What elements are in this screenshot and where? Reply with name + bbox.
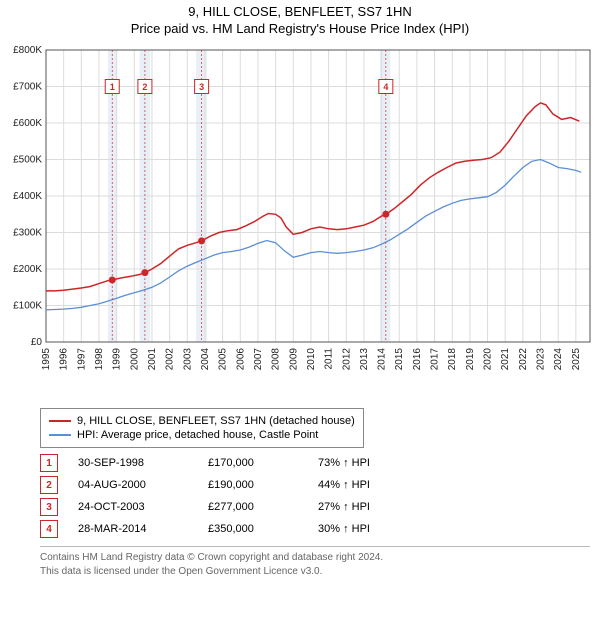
- chart-subtitle: Price paid vs. HM Land Registry's House …: [0, 21, 600, 36]
- svg-text:1998: 1998: [94, 348, 105, 371]
- sale-marker: 2: [40, 476, 58, 494]
- legend: 9, HILL CLOSE, BENFLEET, SS7 1HN (detach…: [40, 408, 364, 448]
- legend-swatch: [49, 434, 71, 436]
- sale-row: 1 30-SEP-1998 £170,000 73% ↑ HPI: [40, 454, 590, 472]
- chart-title: 9, HILL CLOSE, BENFLEET, SS7 1HN: [0, 4, 600, 19]
- svg-text:1996: 1996: [59, 348, 70, 371]
- sale-price: £350,000: [208, 523, 298, 535]
- svg-text:2: 2: [142, 82, 147, 92]
- svg-text:2003: 2003: [182, 348, 193, 371]
- svg-text:4: 4: [383, 82, 388, 92]
- svg-text:£600K: £600K: [13, 118, 42, 129]
- svg-text:2007: 2007: [253, 348, 264, 371]
- svg-text:2017: 2017: [430, 348, 441, 371]
- sale-date: 24-OCT-2003: [78, 501, 188, 513]
- sale-price: £277,000: [208, 501, 298, 513]
- sale-price: £170,000: [208, 457, 298, 469]
- sale-row: 3 24-OCT-2003 £277,000 27% ↑ HPI: [40, 498, 590, 516]
- svg-text:2000: 2000: [129, 348, 140, 371]
- svg-text:3: 3: [199, 82, 204, 92]
- svg-text:£300K: £300K: [13, 228, 42, 239]
- svg-text:2001: 2001: [147, 348, 158, 371]
- svg-text:2022: 2022: [518, 348, 529, 371]
- svg-text:2004: 2004: [200, 348, 211, 371]
- legend-item: HPI: Average price, detached house, Cast…: [49, 429, 355, 441]
- sale-pct-vs-hpi: 44% ↑ HPI: [318, 479, 408, 491]
- svg-text:1999: 1999: [112, 348, 123, 371]
- svg-text:£0: £0: [31, 337, 43, 348]
- sale-pct-vs-hpi: 30% ↑ HPI: [318, 523, 408, 535]
- svg-text:2005: 2005: [218, 348, 229, 371]
- svg-text:1997: 1997: [76, 348, 87, 371]
- sale-marker: 1: [40, 454, 58, 472]
- svg-text:1995: 1995: [41, 348, 52, 371]
- legend-label: 9, HILL CLOSE, BENFLEET, SS7 1HN (detach…: [77, 415, 355, 427]
- sales-table: 1 30-SEP-1998 £170,000 73% ↑ HPI 2 04-AUG-200…: [40, 454, 590, 538]
- chart-area: £0 £100K £200K £300K £400K £500K £600K £700K £80…: [0, 42, 600, 402]
- svg-text:1: 1: [110, 82, 115, 92]
- svg-text:2015: 2015: [394, 348, 405, 371]
- svg-text:2010: 2010: [306, 348, 317, 371]
- line-chart-svg: £0 £100K £200K £300K £400K £500K £600K £700K £80…: [0, 42, 600, 402]
- sale-row: 2 04-AUG-2000 £190,000 44% ↑ HPI: [40, 476, 590, 494]
- svg-text:2002: 2002: [165, 348, 176, 371]
- svg-text:2024: 2024: [553, 348, 564, 371]
- sale-date: 30-SEP-1998: [78, 457, 188, 469]
- svg-text:2018: 2018: [447, 348, 458, 371]
- sale-date: 04-AUG-2000: [78, 479, 188, 491]
- legend-item: 9, HILL CLOSE, BENFLEET, SS7 1HN (detach…: [49, 415, 355, 427]
- legend-swatch: [49, 420, 71, 422]
- svg-text:2008: 2008: [271, 348, 282, 371]
- svg-text:£500K: £500K: [13, 155, 42, 166]
- sale-row: 4 28-MAR-2014 £350,000 30% ↑ HPI: [40, 520, 590, 538]
- svg-text:2009: 2009: [288, 348, 299, 371]
- svg-text:2006: 2006: [235, 348, 246, 371]
- svg-text:2012: 2012: [341, 348, 352, 371]
- sale-date: 28-MAR-2014: [78, 523, 188, 535]
- footer-line-2: This data is licensed under the Open Gov…: [40, 565, 590, 579]
- sale-marker: 3: [40, 498, 58, 516]
- sale-pct-vs-hpi: 73% ↑ HPI: [318, 457, 408, 469]
- sale-pct-vs-hpi: 27% ↑ HPI: [318, 501, 408, 513]
- price-chart-container: { "header": { "title": "9, HILL CLOSE, B…: [0, 4, 600, 624]
- svg-text:£200K: £200K: [13, 264, 42, 275]
- svg-text:£800K: £800K: [13, 45, 42, 56]
- svg-text:2011: 2011: [324, 348, 335, 370]
- sale-price: £190,000: [208, 479, 298, 491]
- attribution-footer: Contains HM Land Registry data © Crown c…: [40, 546, 590, 579]
- svg-text:2019: 2019: [465, 348, 476, 371]
- svg-text:£400K: £400K: [13, 191, 42, 202]
- svg-text:£700K: £700K: [13, 82, 42, 93]
- svg-text:2016: 2016: [412, 348, 423, 371]
- footer-line-1: Contains HM Land Registry data © Crown c…: [40, 551, 590, 565]
- sale-marker: 4: [40, 520, 58, 538]
- svg-text:2023: 2023: [536, 348, 547, 371]
- legend-label: HPI: Average price, detached house, Cast…: [77, 429, 318, 441]
- svg-text:2025: 2025: [571, 348, 582, 371]
- svg-text:2020: 2020: [483, 348, 494, 371]
- svg-text:2014: 2014: [377, 348, 388, 371]
- svg-text:2013: 2013: [359, 348, 370, 371]
- svg-text:£100K: £100K: [13, 301, 42, 312]
- svg-text:2021: 2021: [500, 348, 511, 371]
